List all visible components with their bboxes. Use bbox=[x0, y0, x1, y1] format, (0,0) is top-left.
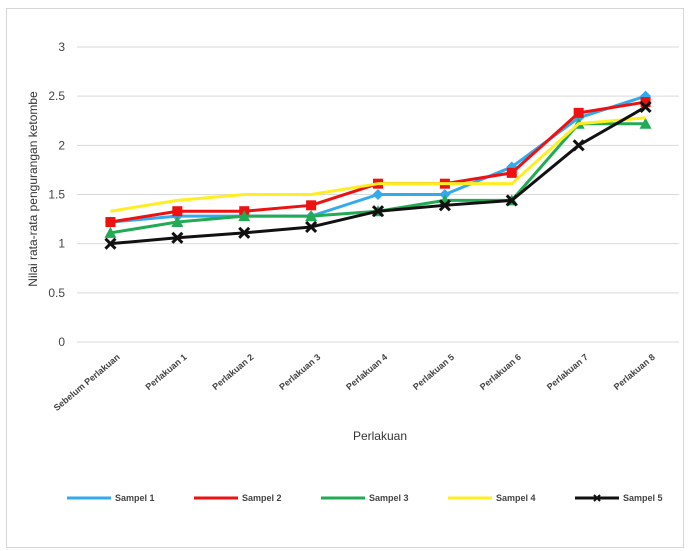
y-tick-label-6: 3 bbox=[58, 40, 65, 54]
legend-marker-5 bbox=[593, 494, 601, 502]
series-5-point-5 bbox=[438, 199, 451, 212]
chart-frame: 0 0.5 1 1.5 2 2.5 3 Sebelum Perlakuan Perlakuan… bbox=[6, 8, 684, 548]
y-tick-labels: 0 0.5 1 1.5 2 2.5 3 bbox=[48, 40, 65, 349]
series-3-point-8 bbox=[639, 117, 652, 129]
series-2-line bbox=[110, 100, 646, 224]
series-3 bbox=[104, 117, 652, 238]
legend-item-4: Sampel 4 bbox=[448, 493, 536, 503]
legend-label-2: Sampel 2 bbox=[242, 493, 282, 503]
legend-label-1: Sampel 1 bbox=[115, 493, 155, 503]
series-3-point-2 bbox=[238, 210, 251, 222]
x-axis-title: Perlakuan bbox=[353, 429, 407, 443]
x-tick-label-7: Perlakuan 7 bbox=[545, 352, 590, 392]
series-2-point-1 bbox=[172, 206, 183, 217]
line-chart: 0 0.5 1 1.5 2 2.5 3 Sebelum Perlakuan Perlakuan… bbox=[26, 40, 679, 503]
series-5-point-2 bbox=[238, 226, 251, 239]
x-tick-labels: Sebelum Perlakuan Perlakuan 1 Perlakuan 2 P… bbox=[52, 352, 657, 413]
gridlines bbox=[77, 46, 679, 343]
y-tick-label-5: 2.5 bbox=[48, 89, 65, 103]
legend-item-1: Sampel 1 bbox=[67, 493, 155, 503]
series-4 bbox=[110, 116, 646, 213]
series-5-point-8 bbox=[639, 100, 652, 114]
series-4-line bbox=[110, 116, 646, 213]
x-tick-label-3: Perlakuan 3 bbox=[277, 352, 322, 392]
series-3-point-0 bbox=[104, 226, 117, 238]
x-tick-label-8: Perlakuan 8 bbox=[612, 352, 657, 392]
legend-label-5: Sampel 5 bbox=[623, 493, 663, 503]
legend-item-5: Sampel 5 bbox=[575, 493, 663, 503]
series-lines bbox=[104, 90, 652, 250]
series-5-point-6 bbox=[505, 194, 518, 207]
x-tick-label-1: Perlakuan 1 bbox=[143, 352, 188, 392]
series-2-point-7 bbox=[573, 107, 584, 118]
y-axis-title: Nilai rata-rata pengurangan ketombe bbox=[26, 91, 40, 287]
series-5-point-1 bbox=[171, 231, 184, 244]
x-tick-label-0: Sebelum Perlakuan bbox=[52, 352, 122, 413]
y-tick-label-4: 2 bbox=[58, 138, 65, 152]
series-5-point-4 bbox=[371, 205, 385, 218]
y-tick-label-1: 0.5 bbox=[48, 286, 65, 300]
series-2-point-8 bbox=[640, 97, 651, 108]
legend-item-3: Sampel 3 bbox=[321, 493, 409, 503]
series-1-point-4 bbox=[372, 189, 384, 200]
y-tick-label-3: 1.5 bbox=[48, 188, 65, 202]
series-5-point-0 bbox=[104, 237, 117, 250]
series-2-point-3 bbox=[306, 200, 317, 211]
series-5 bbox=[104, 100, 652, 250]
y-tick-label-2: 1 bbox=[58, 237, 65, 251]
legend-item-2: Sampel 2 bbox=[194, 493, 282, 503]
series-3-point-3 bbox=[305, 210, 318, 222]
y-tick-label-0: 0 bbox=[58, 335, 65, 349]
x-tick-label-4: Perlakuan 4 bbox=[344, 352, 389, 392]
series-5-point-7 bbox=[572, 139, 585, 152]
x-tick-label-6: Perlakuan 6 bbox=[478, 352, 523, 392]
series-5-point-3 bbox=[305, 220, 318, 234]
legend-label-4: Sampel 4 bbox=[496, 493, 536, 503]
x-tick-label-5: Perlakuan 5 bbox=[411, 352, 456, 392]
x-tick-label-2: Perlakuan 2 bbox=[210, 352, 255, 392]
legend-label-3: Sampel 3 bbox=[369, 493, 409, 503]
series-1-line bbox=[110, 94, 647, 224]
legend: Sampel 1 Sampel 2 Sampel 3 Sampel 4 Sampel 5 bbox=[67, 493, 663, 503]
series-3-point-1 bbox=[171, 216, 184, 228]
series-2-point-6 bbox=[506, 167, 517, 178]
series-2-point-0 bbox=[105, 217, 116, 228]
